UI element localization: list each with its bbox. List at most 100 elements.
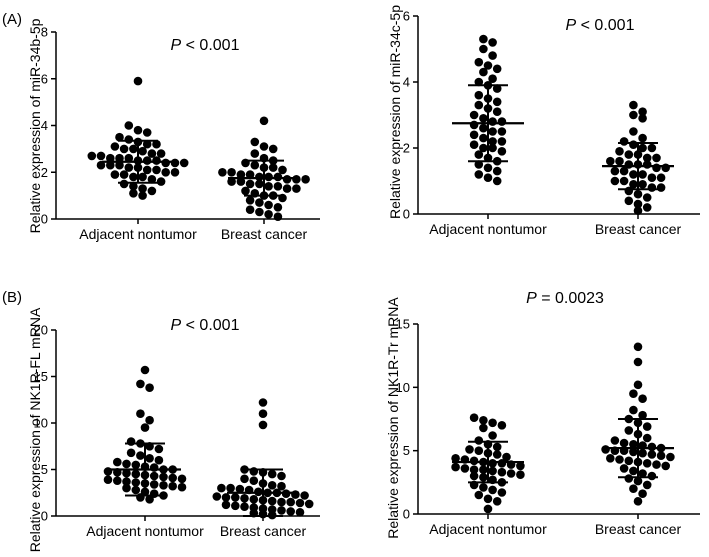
data-point [168, 473, 177, 483]
data-point [259, 142, 269, 151]
y-tick-label: 10 [396, 380, 410, 395]
plots: 0 2 4 6 8 Adjacent nontumor Breast cancer Relat… [27, 5, 700, 552]
data-point [129, 172, 138, 182]
data-point [497, 127, 507, 136]
data-point [258, 409, 268, 419]
data-point [113, 457, 122, 467]
data-point [138, 172, 147, 182]
data-point [488, 466, 497, 476]
data-point [647, 442, 657, 452]
data-point [615, 156, 624, 166]
x-tick-label: Breast cancer [221, 226, 308, 242]
data-point [624, 456, 634, 466]
data-point [179, 158, 189, 168]
data-point [469, 471, 479, 481]
data-point [245, 170, 255, 179]
data-point [231, 501, 240, 511]
data-point [516, 470, 525, 480]
data-point [147, 149, 157, 158]
data-point [152, 139, 161, 149]
data-point [619, 464, 629, 473]
data-point [451, 454, 460, 463]
data-point [492, 176, 502, 186]
data-point [629, 405, 638, 415]
data-point [474, 446, 484, 456]
data-point [142, 165, 152, 175]
data-point [642, 153, 652, 163]
data-point [236, 170, 246, 179]
data-point [124, 135, 134, 144]
data-point [119, 144, 129, 154]
data-point [103, 467, 113, 476]
data-point [277, 497, 286, 507]
data-point [474, 170, 484, 179]
data-point [122, 483, 131, 493]
data-point [629, 466, 638, 476]
data-point [129, 144, 138, 154]
data-point [156, 149, 166, 158]
data-point [469, 456, 479, 466]
data-point [96, 151, 106, 161]
y-tick-label: 10 [34, 416, 48, 431]
x-tick-label: Adjacent nontumor [79, 226, 197, 242]
x-tick-label: Adjacent nontumor [86, 523, 204, 539]
data-point [479, 123, 488, 133]
data-point [629, 447, 638, 457]
data-point [106, 153, 115, 163]
data-point [277, 506, 286, 515]
data-point [492, 107, 502, 116]
data-point [479, 67, 488, 77]
series-adjacent-nontumor [87, 76, 189, 200]
y-tick-label: 15 [34, 369, 48, 384]
data-point [136, 493, 145, 502]
data-point [638, 133, 647, 143]
data-point [273, 203, 283, 212]
p-value-text: < 0.001 [181, 317, 239, 334]
data-point [638, 114, 647, 123]
series-breast-cancer [212, 398, 314, 520]
y-axis-label: Relative expression of miR-34b-5p [27, 18, 43, 233]
data-point [245, 205, 255, 214]
data-point [221, 500, 231, 510]
data-point [124, 153, 134, 163]
data-point [474, 436, 484, 445]
data-point [124, 121, 134, 130]
data-point [610, 166, 620, 176]
data-point [267, 496, 277, 506]
data-point [245, 196, 255, 205]
data-point [240, 502, 249, 512]
data-point [142, 156, 152, 165]
data-point [610, 176, 620, 186]
data-point [255, 207, 264, 217]
data-point [619, 137, 629, 146]
data-point [103, 475, 113, 485]
p-value-annotation: P < 0.001 [171, 37, 240, 54]
data-point [647, 471, 657, 481]
y-tick-label: 5 [403, 443, 410, 458]
data-point [250, 160, 260, 170]
data-point [227, 168, 236, 177]
data-point [497, 137, 507, 146]
data-point [656, 451, 666, 461]
data-point [142, 139, 152, 149]
data-point [488, 418, 497, 428]
data-point [259, 116, 269, 126]
data-point [300, 491, 309, 500]
data-point [87, 151, 97, 161]
data-point [245, 179, 255, 189]
p-value-annotation: P < 0.001 [171, 317, 240, 334]
data-point [133, 125, 143, 135]
data-point [497, 488, 507, 497]
data-point [145, 383, 154, 393]
data-point [147, 186, 157, 196]
data-point [140, 423, 150, 432]
data-point [268, 144, 278, 154]
data-point [304, 499, 314, 509]
data-point [154, 444, 164, 454]
data-point [488, 143, 497, 153]
data-point [474, 90, 484, 100]
data-point [250, 137, 260, 147]
y-tick-label: 2 [403, 141, 410, 156]
data-point [629, 140, 638, 149]
data-point [647, 173, 657, 182]
